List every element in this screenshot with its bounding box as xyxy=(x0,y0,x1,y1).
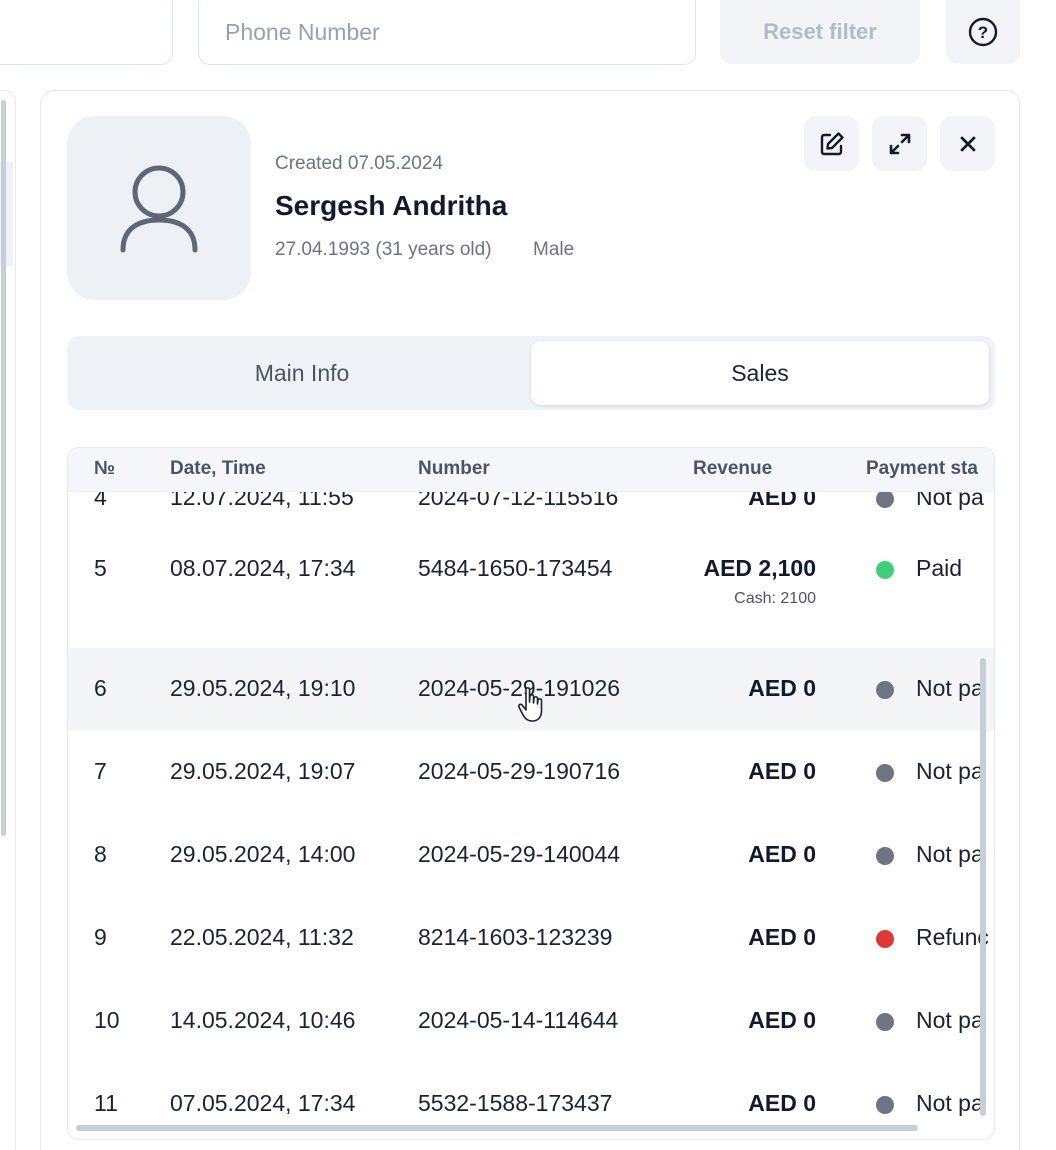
expand-button[interactable] xyxy=(872,116,927,171)
row-date-time: 29.05.2024, 19:10 xyxy=(170,675,356,701)
table-header: № Date, Time Number Revenue Payment sta xyxy=(68,448,994,492)
row-sale-number: 8214-1603-123239 xyxy=(418,924,613,950)
row-payment-status: Not pa xyxy=(916,1007,984,1033)
column-header-revenue[interactable]: Revenue xyxy=(693,458,773,479)
row-date-time: 07.05.2024, 17:34 xyxy=(170,1090,356,1116)
table-vertical-scrollbar[interactable] xyxy=(980,658,986,1116)
close-icon xyxy=(960,136,975,151)
row-payment-status: Paid xyxy=(916,555,963,581)
column-header-payment-status[interactable]: Payment sta xyxy=(866,458,978,479)
row-date-time: 29.05.2024, 19:07 xyxy=(170,758,356,784)
birth-date: 27.04.1993 (31 years old) xyxy=(275,239,492,260)
row-payment-status: Not pa xyxy=(916,1090,984,1116)
tab-sales[interactable]: Sales xyxy=(531,341,989,405)
row-number: 11 xyxy=(94,1090,118,1116)
row-date-time: 14.05.2024, 10:46 xyxy=(170,1007,356,1033)
close-button[interactable] xyxy=(940,116,995,171)
table-row[interactable]: 10 14.05.2024, 10:46 2024-05-14-114644 AED … xyxy=(68,980,994,1063)
row-payment-status: Refunc xyxy=(916,924,989,950)
row-revenue: AED 2,100 xyxy=(703,555,816,581)
row-sale-number: 2024-05-29-140044 xyxy=(418,841,621,867)
row-number: 8 xyxy=(94,841,107,867)
row-sale-number: 2024-05-29-191026 xyxy=(418,675,621,701)
row-number: 9 xyxy=(94,924,107,950)
hand-pointer-icon xyxy=(517,687,543,722)
list-scrollbar[interactable] xyxy=(1,100,6,836)
table-horizontal-scrollbar[interactable] xyxy=(76,1125,918,1131)
row-revenue: AED 0 xyxy=(748,924,816,950)
question-circle-icon: ? xyxy=(968,17,998,47)
table-row[interactable]: 11 07.05.2024, 17:34 5532-1588-173437 AED 0… xyxy=(68,1063,994,1139)
row-number: 5 xyxy=(94,555,107,581)
edit-icon xyxy=(820,131,844,155)
column-header-date[interactable]: Date, Time xyxy=(170,458,266,479)
column-header-number[interactable]: Number xyxy=(418,458,490,479)
table-row[interactable]: 9 22.05.2024, 11:32 8214-1603-123239 AED 0 R… xyxy=(68,897,994,980)
user-icon xyxy=(120,165,198,253)
status-dot xyxy=(876,681,894,699)
row-revenue: AED 0 xyxy=(748,675,816,701)
row-sale-number: 2024-05-29-190716 xyxy=(418,758,621,784)
row-payment-status: Not pa xyxy=(916,841,984,867)
table-row[interactable]: 6 29.05.2024, 19:10 2024-05-29-191026 AED 0… xyxy=(68,648,994,731)
status-dot xyxy=(876,490,894,508)
status-dot xyxy=(876,930,894,948)
table-row[interactable]: 8 29.05.2024, 14:00 2024-05-29-140044 AED 0… xyxy=(68,814,994,897)
help-glyph: ? xyxy=(978,23,988,42)
avatar xyxy=(67,116,251,300)
created-date: Created 07.05.2024 xyxy=(275,153,443,174)
edit-button[interactable] xyxy=(804,116,859,171)
row-revenue-detail: Cash: 2100 xyxy=(734,590,816,607)
help-button[interactable]: ? xyxy=(946,0,1020,64)
row-number: 7 xyxy=(94,758,107,784)
row-sale-number: 5484-1650-173454 xyxy=(418,555,613,581)
row-date-time: 08.07.2024, 17:34 xyxy=(170,555,356,581)
table-body: 4 12.07.2024, 11:55 2024-07-12-115516 AED 0… xyxy=(68,448,994,1139)
status-dot xyxy=(876,1013,894,1031)
gender: Male xyxy=(533,239,575,260)
row-number: 6 xyxy=(94,675,107,701)
row-revenue: AED 0 xyxy=(748,1090,816,1116)
status-dot xyxy=(876,1096,894,1114)
customer-detail-card: Created 07.05.2024 Sergesh Andritha 27.0… xyxy=(40,90,1020,1150)
sales-table: № Date, Time Number Revenue Payment sta … xyxy=(67,447,995,1140)
status-dot xyxy=(876,764,894,782)
status-dot xyxy=(876,561,894,579)
column-header-num[interactable]: № xyxy=(94,458,116,479)
tab-main-info[interactable]: Main Info xyxy=(254,359,350,386)
row-sale-number: 5532-1588-173437 xyxy=(418,1090,613,1116)
row-payment-status: Not pa xyxy=(916,675,984,701)
row-date-time: 22.05.2024, 11:32 xyxy=(170,924,354,950)
row-revenue: AED 0 xyxy=(748,758,816,784)
customer-name: Sergesh Andritha xyxy=(275,190,508,221)
table-row[interactable]: 7 29.05.2024, 19:07 2024-05-29-190716 AED 0… xyxy=(68,731,994,814)
detail-tabs: Main Info Sales xyxy=(67,336,995,410)
expand-icon xyxy=(889,133,910,154)
row-payment-status: Not pa xyxy=(916,758,984,784)
phone-number-input[interactable] xyxy=(198,0,696,65)
status-dot xyxy=(876,847,894,865)
row-date-time: 29.05.2024, 14:00 xyxy=(170,841,356,867)
row-number: 10 xyxy=(94,1007,120,1033)
filter-input-left[interactable] xyxy=(0,0,173,65)
reset-filter-button[interactable]: Reset filter xyxy=(720,0,920,64)
table-row[interactable]: 5 08.07.2024, 17:34 5484-1650-173454 AED 2,… xyxy=(68,515,994,648)
row-sale-number: 2024-05-14-114644 xyxy=(418,1007,619,1033)
row-revenue: AED 0 xyxy=(748,841,816,867)
row-revenue: AED 0 xyxy=(748,1007,816,1033)
